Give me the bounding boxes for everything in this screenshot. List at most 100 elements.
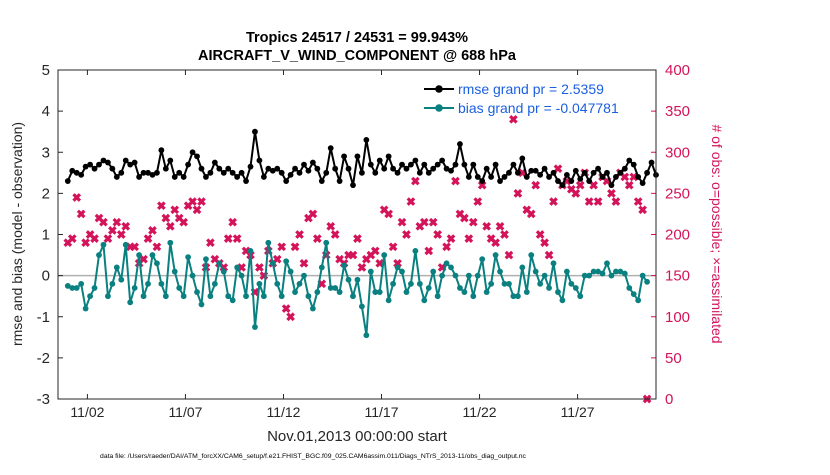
- obs-assimilated-point: [90, 234, 99, 243]
- rmse-series-point: [559, 182, 566, 189]
- obs-assimilated-point: [370, 246, 380, 256]
- rmse-series-point: [590, 169, 597, 176]
- bias-series-point: [247, 248, 254, 254]
- rmse-series-point: [256, 157, 263, 164]
- obs-marker-stroke: [99, 217, 108, 227]
- rmse-series-point: [425, 169, 432, 176]
- rmse-series-point: [225, 165, 232, 172]
- obs-marker-stroke: [121, 221, 131, 231]
- bias-series-point: [497, 268, 503, 275]
- y-axis-right-label: # of obs: o=possible; ×=assimilated: [709, 124, 725, 343]
- bias-series-point: [630, 291, 637, 298]
- obs-marker-stroke: [210, 254, 220, 264]
- bias-series-point: [113, 264, 120, 271]
- bias-series-point: [546, 285, 552, 291]
- obs-marker-stroke: [567, 184, 576, 194]
- bias-series-point: [91, 285, 98, 291]
- obs-assimilated-point: [535, 230, 545, 239]
- obs-assimilated-point: [531, 180, 541, 190]
- bias-series-point: [577, 293, 584, 300]
- rmse-series-point: [367, 161, 374, 168]
- obs-assimilated-point: [402, 230, 411, 239]
- obs-assimilated-point: [170, 205, 180, 215]
- bias-series-point: [626, 285, 633, 291]
- bias-series-point: [639, 272, 646, 279]
- rmse-series-point: [376, 157, 383, 164]
- bias-series-point: [149, 252, 156, 258]
- obs-marker-stroke: [357, 263, 367, 272]
- obs-assimilated-point: [103, 234, 113, 243]
- rmse-series-point: [555, 178, 561, 184]
- bias-series-point: [274, 280, 281, 287]
- obs-assimilated-point: [424, 246, 434, 256]
- obs-marker-stroke: [188, 197, 197, 206]
- bias-series-point: [523, 289, 530, 295]
- bias-series-point: [461, 289, 468, 295]
- obs-assimilated-point: [442, 242, 451, 252]
- rmse-series-point: [354, 153, 361, 160]
- obs-marker-stroke: [477, 180, 487, 190]
- bias-series-point: [359, 303, 365, 310]
- rmse-series-point: [408, 161, 414, 168]
- obs-marker-stroke: [495, 221, 505, 231]
- obs-marker-stroke: [170, 205, 180, 215]
- obs-marker-stroke: [633, 197, 643, 206]
- rmse-series-point: [167, 157, 174, 164]
- rmse-series-point: [372, 169, 379, 176]
- obs-marker-stroke: [232, 234, 242, 243]
- bias-series-point: [350, 293, 356, 300]
- obs-marker-stroke: [223, 234, 233, 243]
- bias-series-point: [243, 293, 249, 300]
- rmse-series-point: [305, 167, 312, 174]
- y-right-tick-label: 400: [665, 62, 690, 79]
- rmse-series-point: [252, 128, 258, 135]
- obs-marker-stroke: [384, 209, 393, 219]
- rmse-series-point: [296, 169, 303, 176]
- x-tick-label: 11/27: [561, 404, 595, 420]
- rmse-series-point: [621, 165, 628, 172]
- bias-series-point: [127, 299, 134, 306]
- rmse-series-point: [194, 153, 200, 160]
- obs-assimilated-point: [446, 234, 456, 243]
- bias-series-point: [305, 293, 312, 300]
- obs-assimilated-point: [206, 238, 215, 248]
- obs-marker-stroke: [428, 217, 438, 227]
- y-axis-left-label: rmse and bias (model - observation): [9, 122, 25, 346]
- y-right-tick-label: 0: [665, 391, 673, 408]
- obs-assimilated-point: [638, 205, 647, 215]
- rmse-series-point: [149, 171, 156, 178]
- obs-marker-stroke: [482, 221, 492, 231]
- rmse-series-point: [350, 182, 356, 189]
- obs-marker-stroke: [76, 209, 86, 219]
- obs-marker-stroke: [165, 221, 175, 231]
- obs-assimilated-point: [139, 254, 148, 264]
- rmse-series-point: [479, 178, 486, 184]
- obs-marker-stroke: [241, 246, 251, 256]
- obs-assimilated-point: [99, 217, 108, 227]
- rmse-series-point: [492, 161, 499, 168]
- bias-series-point: [64, 283, 71, 289]
- rmse-series-point: [483, 165, 490, 172]
- bias-series-point: [501, 280, 508, 287]
- rmse-series-point: [359, 169, 365, 176]
- y-left-tick-label: -1: [37, 309, 50, 326]
- obs-marker-stroke: [504, 250, 514, 260]
- obs-assimilated-point: [584, 197, 594, 206]
- obs-assimilated-point: [228, 217, 238, 227]
- y-left-tick-label: 1: [42, 227, 50, 244]
- obs-assimilated-point: [313, 234, 322, 243]
- bias-series-point: [608, 272, 615, 279]
- bias-series-point: [332, 285, 339, 291]
- obs-marker-stroke: [437, 263, 447, 272]
- rmse-series-point: [448, 167, 454, 174]
- obs-marker-stroke: [72, 193, 82, 202]
- bias-series-point: [555, 289, 561, 295]
- obs-assimilated-point: [277, 242, 287, 252]
- obs-marker-stroke: [442, 242, 451, 252]
- rmse-series-point: [292, 165, 298, 172]
- obs-assimilated-point: [624, 180, 634, 190]
- obs-assimilated-point: [464, 234, 474, 243]
- obs-assimilated-point: [468, 217, 478, 227]
- rmse-series-point: [457, 141, 463, 147]
- rmse-series-point: [514, 169, 521, 176]
